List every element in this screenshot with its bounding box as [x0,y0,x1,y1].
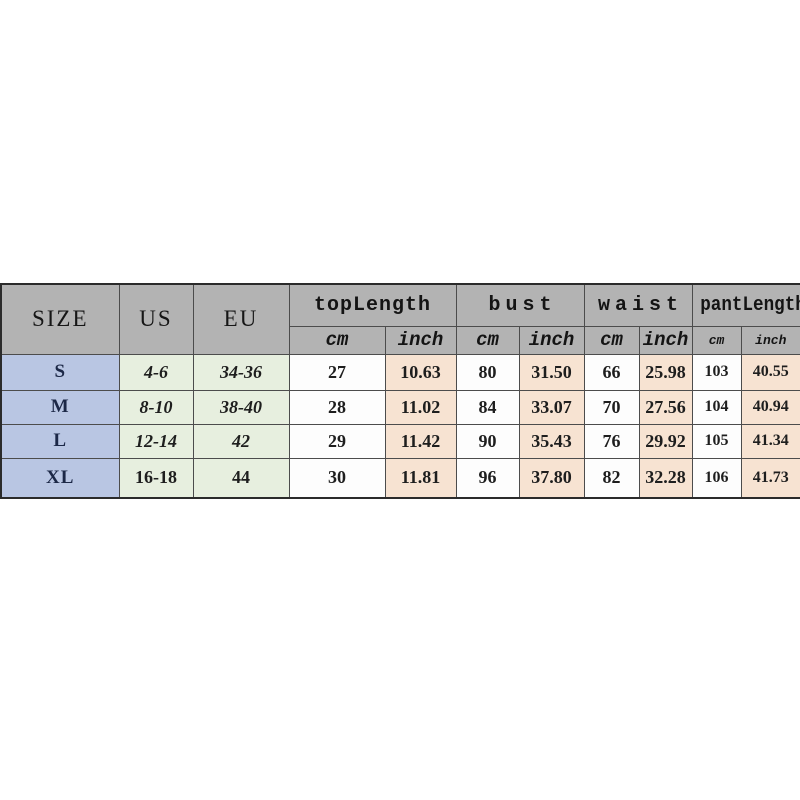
cell-xl-pantlength-cm: 106 [691,457,742,499]
cell-xl-toplength-inch: 11.81 [384,457,457,499]
group-header-pantlength-label: pantLength [699,293,800,317]
group-header-toplength: topLength [288,283,457,327]
cell-m-waist-cm: 70 [583,389,640,425]
table-row-m: M 8-10 38-40 28 11.02 84 33.07 70 27.56 … [0,389,800,425]
cell-m-pantlength-inch: 40.94 [740,389,800,425]
group-header-waist: waist [583,283,693,327]
table-row-s: S 4-6 34-36 27 10.63 80 31.50 66 25.98 1… [0,353,800,391]
column-header-size: SIZE [0,283,120,355]
column-header-eu: EU [192,283,290,355]
group-header-waist-label: waist [598,293,684,317]
cell-xl-size: XL [0,457,120,499]
cell-l-waist-cm: 76 [583,423,640,459]
cell-m-toplength-inch: 11.02 [384,389,457,425]
cell-l-size: L [0,423,120,459]
cell-s-pantlength-inch: 40.55 [740,353,800,391]
cell-s-toplength-cm: 27 [288,353,386,391]
cell-s-pantlength-cm: 103 [691,353,742,391]
subheader-pantlength-cm: cm [691,325,742,355]
cell-l-toplength-cm: 29 [288,423,386,459]
subheader-bust-cm: cm [455,325,520,355]
table-row-l: L 12-14 42 29 11.42 90 35.43 76 29.92 10… [0,423,800,459]
subheader-bust-inch: inch [518,325,585,355]
cell-xl-bust-cm: 96 [455,457,520,499]
header-row-groups: SIZE US EU topLength bust waist pantLeng… [0,283,800,355]
cell-xl-bust-inch: 37.80 [518,457,585,499]
cell-l-waist-inch: 29.92 [638,423,693,459]
subheader-toplength-inch: inch [384,325,457,355]
cell-l-pantlength-inch: 41.34 [740,423,800,459]
cell-l-bust-inch: 35.43 [518,423,585,459]
cell-l-eu: 42 [192,423,290,459]
subheader-pantlength-inch: inch [740,325,800,355]
cell-s-size: S [0,353,120,391]
cell-xl-toplength-cm: 30 [288,457,386,499]
cell-s-waist-inch: 25.98 [638,353,693,391]
column-header-us: US [118,283,194,355]
cell-xl-eu: 44 [192,457,290,499]
cell-l-bust-cm: 90 [455,423,520,459]
cell-xl-waist-cm: 82 [583,457,640,499]
group-header-pantlength: pantLength [691,283,800,327]
cell-m-bust-inch: 33.07 [518,389,585,425]
cell-m-size: M [0,389,120,425]
cell-xl-pantlength-inch: 41.73 [740,457,800,499]
cell-m-pantlength-cm: 104 [691,389,742,425]
subheader-toplength-cm: cm [288,325,386,355]
subheader-waist-cm: cm [583,325,640,355]
cell-xl-us: 16-18 [118,457,194,499]
group-header-toplength-label: topLength [313,293,432,317]
cell-l-us: 12-14 [118,423,194,459]
cell-m-eu: 38-40 [192,389,290,425]
size-chart-table: SIZE US EU topLength bust waist pantLeng… [0,283,800,499]
cell-s-bust-cm: 80 [455,353,520,391]
cell-l-toplength-inch: 11.42 [384,423,457,459]
cell-m-bust-cm: 84 [455,389,520,425]
cell-l-pantlength-cm: 105 [691,423,742,459]
cell-m-toplength-cm: 28 [288,389,386,425]
cell-s-bust-inch: 31.50 [518,353,585,391]
cell-xl-waist-inch: 32.28 [638,457,693,499]
header-row-units: cm inch cm inch cm inch cm inch [1,325,800,355]
cell-s-us: 4-6 [118,353,194,391]
table-row-xl: XL 16-18 44 30 11.81 96 37.80 82 32.28 1… [0,457,800,499]
cell-s-waist-cm: 66 [583,353,640,391]
cell-s-toplength-inch: 10.63 [384,353,457,391]
group-header-bust-label: bust [488,293,557,317]
subheader-waist-inch: inch [638,325,693,355]
cell-s-eu: 34-36 [192,353,290,391]
group-header-bust: bust [455,283,585,327]
cell-m-us: 8-10 [118,389,194,425]
cell-m-waist-inch: 27.56 [638,389,693,425]
